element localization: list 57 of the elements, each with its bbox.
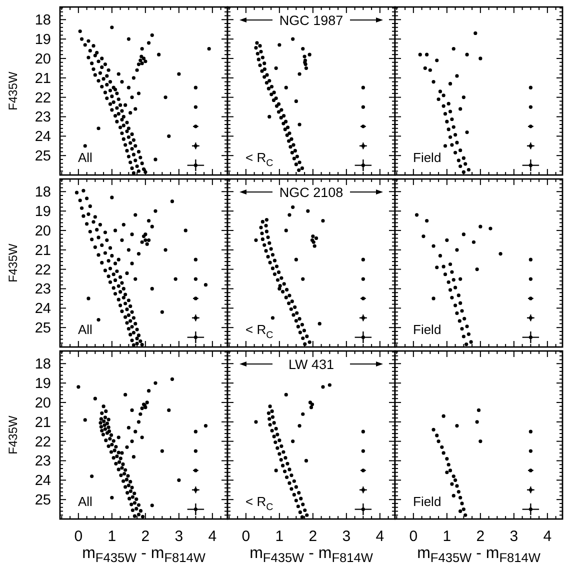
x-tick-label: 2 (141, 528, 150, 545)
y-tick-label: 24 (34, 301, 51, 318)
y-tick-label: 19 (34, 204, 51, 220)
y-tick-label: 21 (34, 70, 51, 87)
y-tick-label: 20 (34, 395, 51, 412)
x-tick-label: 1 (275, 528, 284, 545)
text: NGC 1987 (279, 13, 344, 28)
x-tick-label: 0 (74, 528, 83, 545)
x-tick-label: 2 (308, 528, 318, 545)
x-axis-title: m$_{F435W}$ - m$_{F814W}$ (250, 545, 374, 566)
y-tick-label: 18 (34, 12, 51, 29)
y-tick-label: 20 (34, 51, 51, 68)
y-tick-label: 21 (34, 414, 51, 431)
x-tick-label: 1 (108, 528, 116, 545)
x-tick-label: 4 (376, 528, 384, 545)
x-tick-label: 0 (409, 528, 418, 545)
y-tick-label: 24 (34, 473, 51, 490)
annotation: < R$_{C}$ (246, 150, 274, 169)
y-tick-label: 24 (34, 129, 51, 146)
text: NGC 2108 (279, 185, 344, 200)
y-tick-label: 18 (34, 184, 51, 201)
y-tick-label: 22 (34, 434, 51, 450)
annotation: < R$_{C}$ (246, 322, 274, 341)
y-tick-label: 19 (34, 32, 51, 48)
y-tick-label: 23 (34, 282, 51, 298)
y-tick-label: 18 (34, 356, 51, 373)
x-tick-label: 0 (242, 528, 250, 545)
annotation: Field (413, 322, 442, 337)
y-tick-label: 21 (34, 242, 51, 259)
annotation: Field (413, 150, 442, 165)
x-axis-title: m$_{F435W}$ - m$_{F814W}$ (82, 545, 206, 566)
y-axis-title: F435W (6, 414, 20, 454)
x-tick-label: 3 (174, 528, 184, 545)
y-tick-label: 20 (34, 223, 51, 240)
annotation: Field (413, 494, 442, 509)
y-tick-label: 22 (34, 90, 51, 106)
y-tick-label: 25 (34, 492, 51, 509)
y-tick-label: 23 (34, 110, 51, 126)
x-tick-label: 3 (342, 528, 351, 545)
text: LW 431 (288, 357, 334, 372)
x-tick-label: 4 (543, 528, 552, 545)
y-tick-label: 23 (34, 454, 51, 470)
y-tick-label: 22 (34, 262, 51, 278)
y-axis-title: F435W (6, 242, 20, 282)
x-axis-title: m$_{F435W}$ - m$_{F814W}$ (417, 545, 542, 566)
y-tick-label: 25 (34, 148, 51, 165)
annotation: All (78, 494, 93, 509)
y-tick-label: 19 (34, 376, 51, 392)
annotation: < R$_{C}$ (246, 494, 274, 513)
annotation: All (78, 322, 93, 337)
x-tick-label: 1 (442, 528, 452, 545)
y-tick-label: 25 (34, 320, 51, 337)
x-tick-label: 4 (208, 528, 217, 545)
annotation: All (78, 150, 93, 165)
x-tick-label: 2 (476, 528, 485, 545)
y-axis-title: F435W (6, 70, 20, 110)
x-tick-label: 3 (510, 528, 518, 545)
